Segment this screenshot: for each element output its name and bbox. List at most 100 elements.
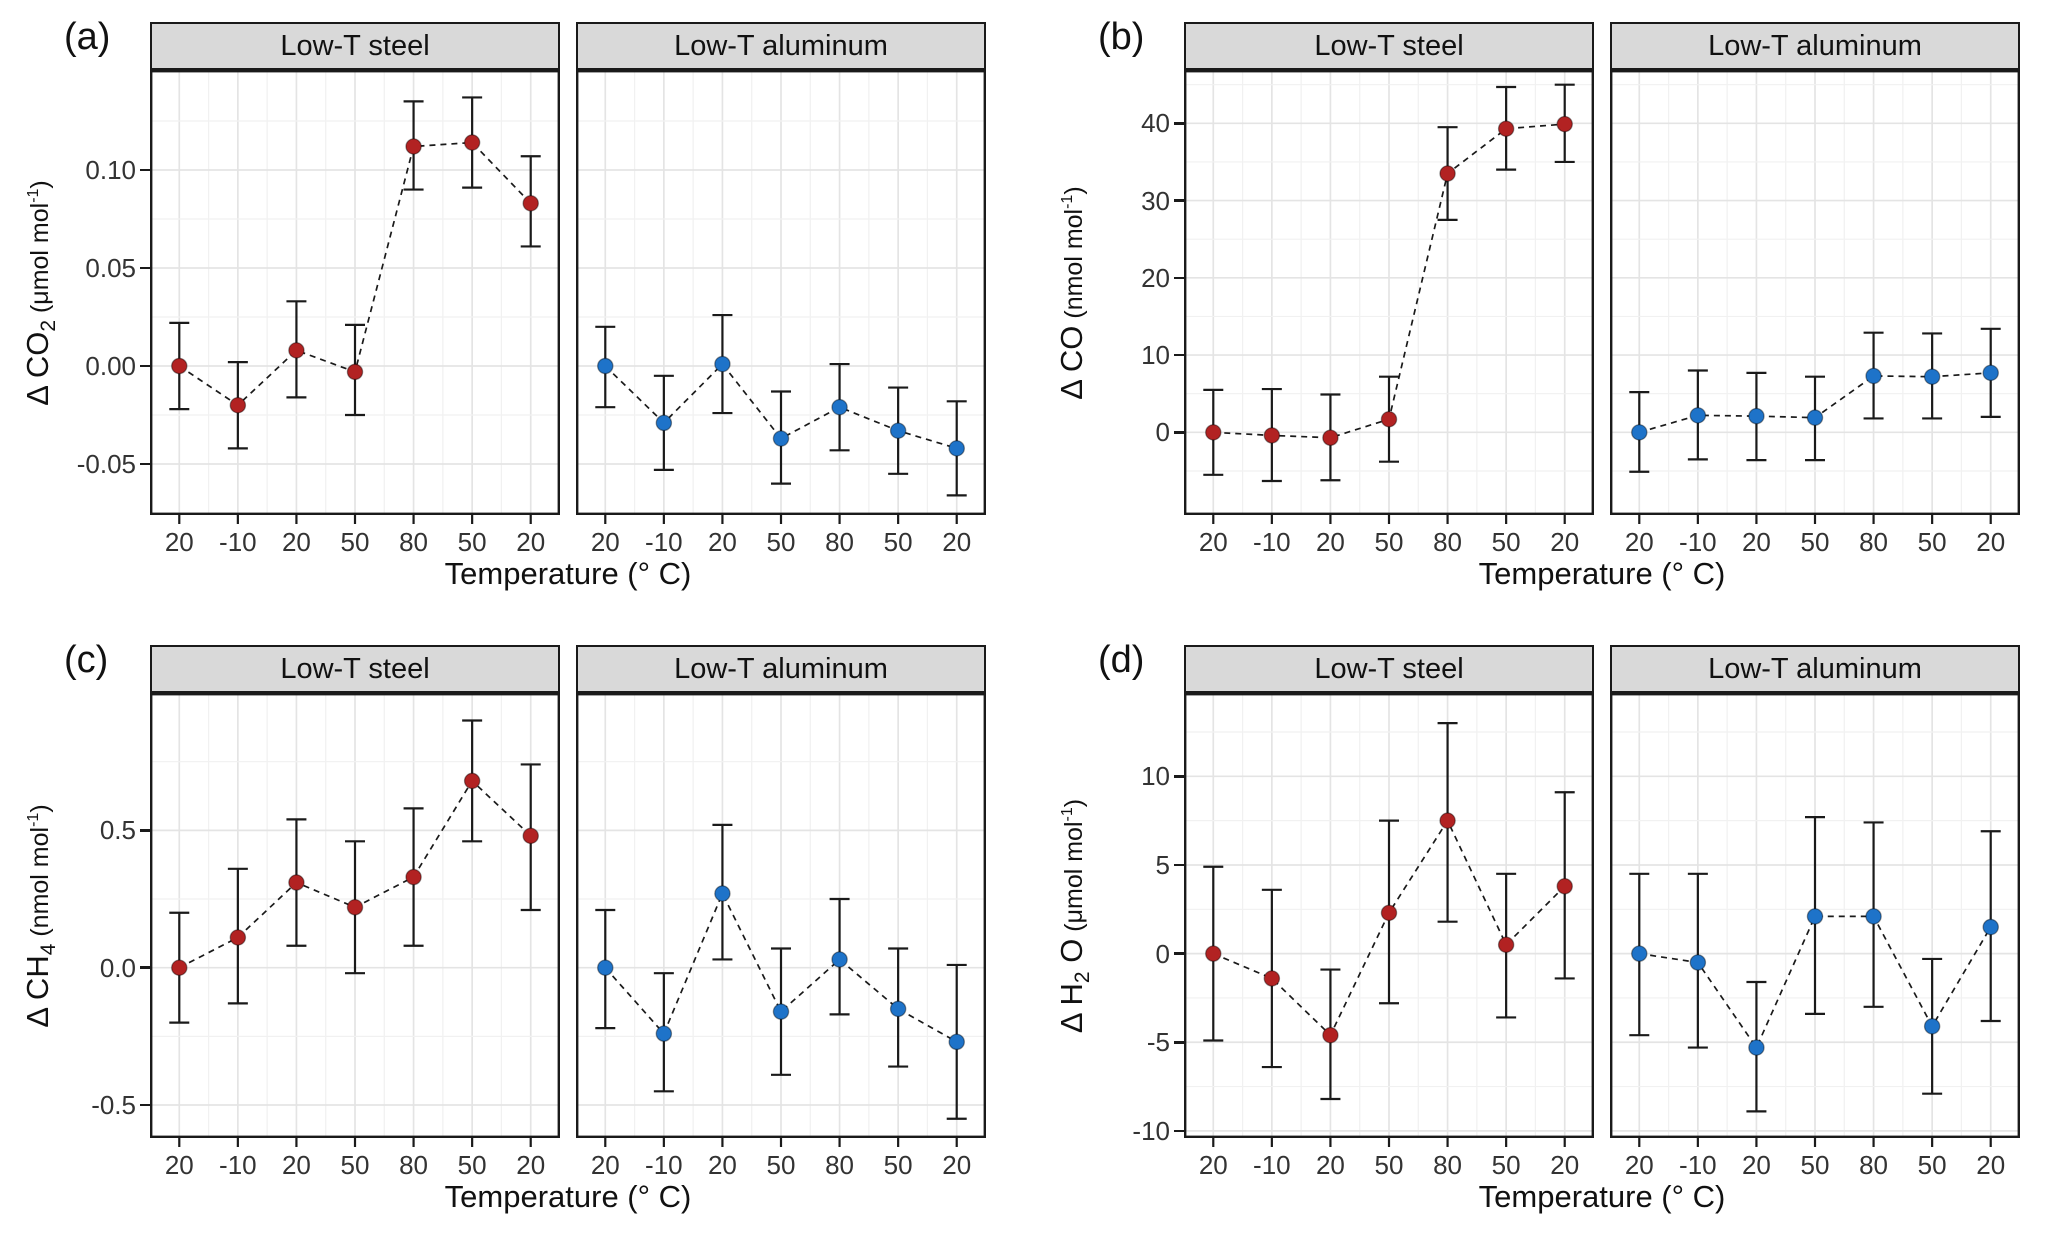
data-point (1923, 1018, 1941, 1035)
panel-d: (d) Δ H2 O (μmol mol-1) 10 5 0 -5 -10 Low-T s… (1034, 623, 2068, 1246)
x-tick-label: 20 (1624, 527, 1654, 557)
data-point (1631, 424, 1648, 441)
y-tick-mark (140, 829, 150, 832)
facet-plot (576, 693, 987, 1147)
data-point (171, 959, 188, 976)
data-point (1439, 165, 1456, 182)
y-axis-title-part: ) (1060, 798, 1088, 807)
x-tick-label: 50 (1800, 1150, 1830, 1180)
data-point (1689, 954, 1707, 971)
x-tick-label: 20 (1198, 1150, 1228, 1180)
x-axis-title: Temperature (° C) (444, 1179, 692, 1214)
x-tick-label: 20 (942, 1150, 972, 1180)
data-point (1497, 936, 1515, 954)
x-tick-label: 20 (590, 1150, 620, 1180)
y-tick-mark (1174, 431, 1184, 434)
x-tick-label: 20 (1198, 527, 1228, 557)
y-tick-label: 0.05 (85, 252, 136, 283)
x-tick-label: 80 (1859, 527, 1889, 557)
data-point (1205, 945, 1222, 962)
x-tick-label: 50 (1800, 527, 1830, 557)
x-tick-label: 50 (766, 527, 796, 557)
y-tick-mark (140, 266, 150, 270)
data-points (597, 355, 965, 457)
y-axis-title-part: Δ H (1054, 982, 1089, 1033)
x-tick-label: 20 (1976, 1150, 2006, 1180)
data-point (1806, 409, 1824, 426)
y-tick-label: 5 (1155, 849, 1170, 880)
y-tick-label: 10 (1141, 340, 1170, 371)
y-tick-label: 0.00 (85, 351, 136, 381)
y-tick-mark (140, 364, 150, 368)
plot-frame (1610, 70, 2021, 516)
data-point (1748, 407, 1765, 425)
plot-frame (1610, 693, 2021, 1139)
facet-strip-label: Low-T steel (1314, 29, 1464, 62)
data-points (1631, 364, 1999, 441)
y-tick-label: 20 (1141, 262, 1170, 293)
facet-strip-label: Low-T steel (280, 29, 430, 62)
y-axis-title-part: -1 (25, 812, 42, 827)
data-point (889, 1000, 907, 1018)
data-point (1556, 115, 1573, 133)
y-tick-mark (140, 462, 150, 466)
x-tick-label: 20 (164, 1150, 194, 1180)
data-point (1322, 1026, 1339, 1044)
facet-strip-label: Low-T aluminum (674, 652, 888, 685)
x-axis-title: Temperature (° C) (1478, 556, 1726, 591)
data-point (288, 874, 305, 891)
data-point (1263, 970, 1281, 987)
facet-plot (1184, 693, 1595, 1147)
y-tick-mark (1174, 775, 1184, 778)
data-point (1263, 427, 1281, 444)
y-tick-label: 40 (1141, 108, 1170, 139)
data-point (1982, 364, 1999, 382)
y-tick-mark (1174, 276, 1184, 280)
x-tick-label: 20 (1624, 1150, 1654, 1180)
data-point (1865, 367, 1882, 385)
data-point (1865, 908, 1882, 925)
plot-frame (576, 693, 987, 1139)
data-point (714, 885, 731, 902)
data-points (1631, 908, 1999, 1056)
data-point (288, 342, 305, 359)
y-tick-label: -0.5 (91, 1090, 136, 1121)
x-tick-label: 50 (766, 1150, 796, 1180)
x-tick-label: -10 (645, 527, 683, 557)
x-tick-label: 20 (1550, 527, 1580, 557)
facet-strip: Low-T aluminum (576, 22, 986, 70)
data-point (655, 414, 673, 432)
data-point (1439, 812, 1456, 829)
x-tick-label: 20 (281, 527, 311, 557)
facet-strip-label: Low-T steel (1314, 652, 1464, 685)
x-tick-label: 80 (1433, 527, 1463, 557)
data-point (772, 1003, 790, 1020)
y-axis-title-part: 2 (37, 319, 60, 332)
facet-plot (1610, 693, 2021, 1147)
x-tick-label: 50 (883, 527, 913, 557)
data-point (522, 195, 539, 212)
data-points (171, 134, 539, 414)
x-tick-label: 20 (1550, 1150, 1580, 1180)
y-tick-label: -0.05 (76, 449, 136, 480)
data-point (1380, 904, 1398, 922)
x-tick-label: 20 (1741, 527, 1771, 557)
y-axis-title-part: -1 (1059, 194, 1076, 209)
x-tick-label: 20 (516, 1150, 546, 1180)
data-point (948, 1033, 965, 1051)
x-tick-label: 20 (707, 1150, 737, 1180)
y-tick-mark (1174, 353, 1184, 357)
facet-plot (150, 70, 561, 524)
y-tick-mark (1174, 122, 1184, 125)
data-points (597, 885, 965, 1051)
x-tick-label: -10 (219, 527, 257, 557)
y-tick-label: -5 (1146, 1027, 1170, 1058)
data-point (463, 772, 481, 790)
y-tick-mark (140, 1103, 150, 1107)
facet-plot (576, 70, 987, 524)
facet-strip: Low-T steel (150, 22, 560, 70)
x-axis-title: Temperature (° C) (1478, 1179, 1726, 1214)
data-points (171, 772, 539, 976)
gridlines (150, 693, 560, 1138)
